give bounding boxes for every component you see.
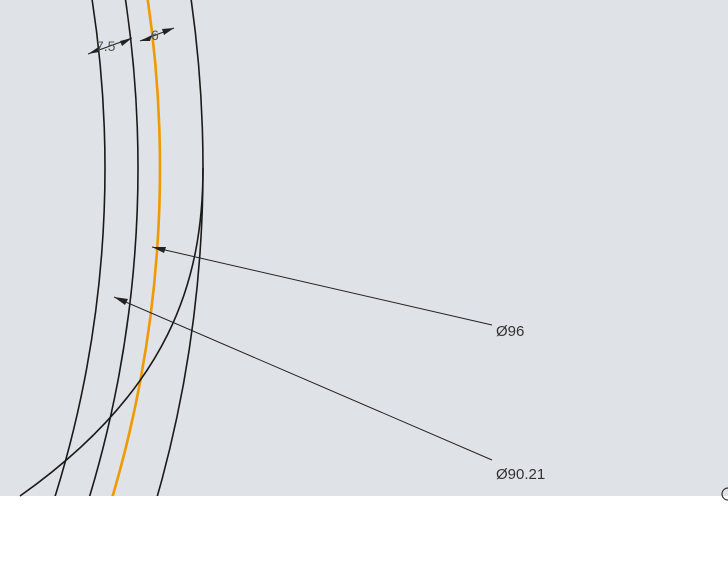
inner-circle[interactable] (0, 0, 106, 576)
circle-d90-21[interactable] (0, 0, 139, 576)
offset-dimension-6-label: 6 (151, 27, 159, 43)
viewport-bottom-area (0, 496, 728, 576)
outer-arc-lower (19, 167, 204, 497)
diameter-d90-21-label: Ø90.21 (496, 466, 545, 483)
partial-glyph-icon (721, 487, 728, 501)
offset-dimension-7-5-label: 7.5 (96, 38, 116, 54)
diameter-d96-label: Ø96 (496, 323, 524, 340)
diameter-dimension-d96[interactable]: Ø96 (151, 246, 524, 340)
diameter-dimension-d90-21[interactable]: Ø90.21 (113, 296, 545, 483)
offset-dimension-6[interactable]: 6 (139, 27, 175, 43)
offset-dimension-7-5[interactable]: 7.5 (87, 37, 133, 55)
selected-circle-d96[interactable] (0, 0, 161, 576)
